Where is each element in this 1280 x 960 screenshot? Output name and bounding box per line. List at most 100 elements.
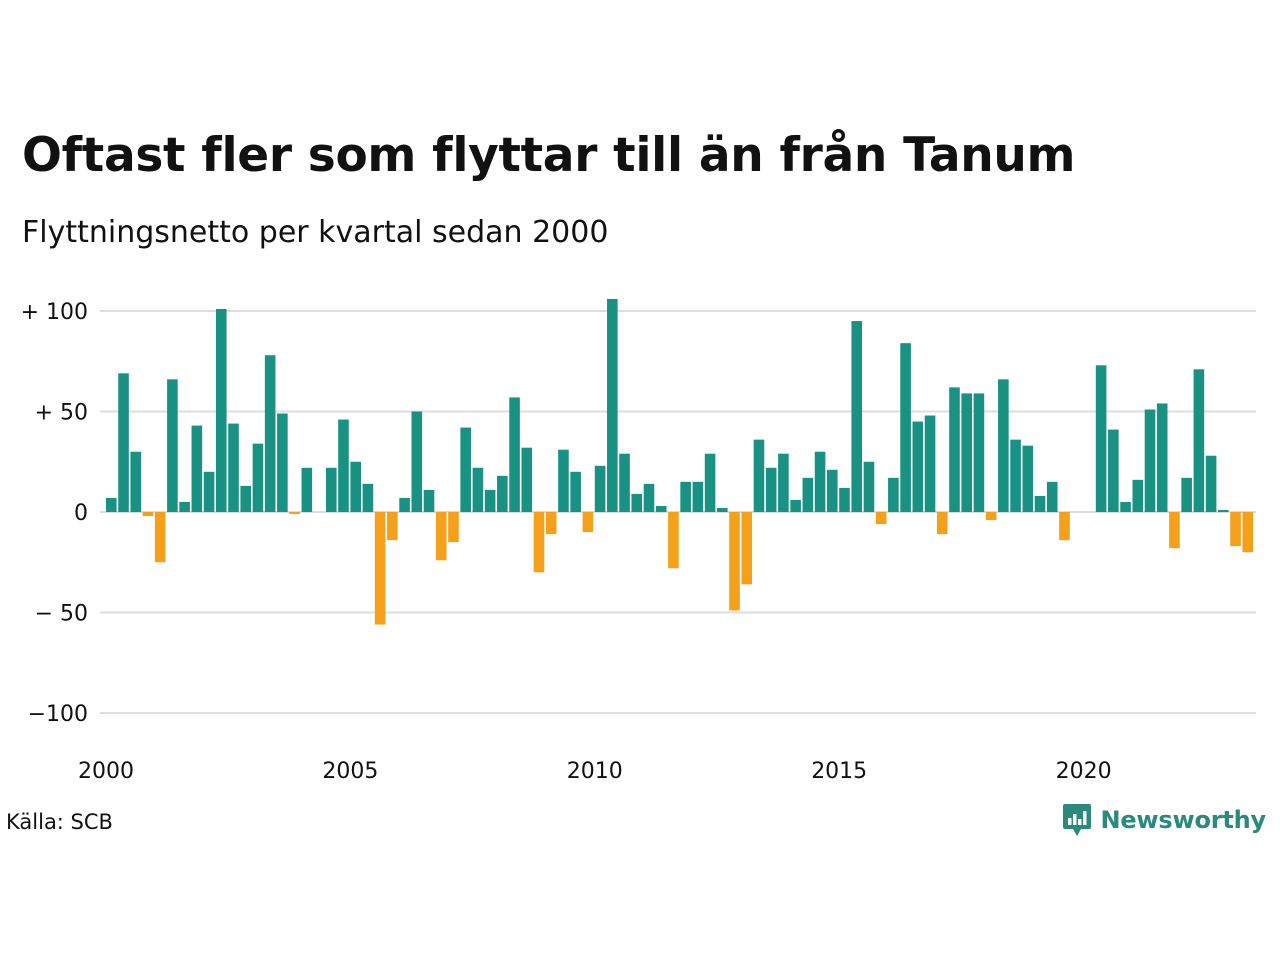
bar [533, 512, 545, 573]
bar [179, 501, 190, 512]
bar [252, 443, 264, 512]
bar [1120, 501, 1131, 512]
bar [472, 467, 484, 512]
bar [484, 489, 496, 512]
bar [301, 467, 313, 512]
bar [985, 512, 997, 521]
bar [717, 507, 728, 512]
bar [338, 419, 349, 512]
bar [692, 481, 704, 512]
bar [704, 453, 716, 512]
y-tick-label: − 50 [35, 602, 88, 627]
bar [423, 489, 435, 512]
bar [912, 421, 924, 512]
bar [778, 453, 789, 512]
bar [753, 439, 765, 512]
source-note: Källa: SCB [6, 810, 113, 834]
bar [863, 461, 875, 512]
y-axis-labels: + 100 + 50 0 − 50 −100 [21, 300, 88, 727]
bar [191, 425, 203, 512]
bar [1095, 365, 1107, 512]
bar [1193, 369, 1205, 512]
bar [228, 423, 239, 512]
bar [924, 415, 936, 512]
bar [570, 471, 581, 512]
bar [154, 512, 166, 563]
bar [1230, 512, 1241, 547]
bar [668, 512, 679, 569]
bar [900, 343, 911, 512]
bars [106, 298, 1254, 625]
bar [203, 471, 215, 512]
bar [851, 321, 863, 512]
bar [619, 453, 630, 512]
bar [582, 512, 594, 533]
bar [961, 393, 972, 512]
y-tick-label: + 50 [35, 401, 88, 426]
bar [118, 373, 129, 512]
bar [826, 469, 838, 512]
bar [875, 512, 887, 525]
bar [949, 387, 960, 512]
bar [277, 413, 288, 512]
brand-name: Newsworthy [1100, 806, 1266, 834]
bar [448, 512, 459, 543]
bar [1046, 481, 1058, 512]
bar [460, 427, 471, 512]
bar [1132, 479, 1144, 512]
bar [435, 512, 447, 561]
x-axis-labels: 2000 2005 2010 2015 2020 [78, 759, 1112, 784]
bar [509, 397, 520, 512]
bar [1242, 512, 1254, 553]
bar [289, 512, 300, 515]
y-tick-label: 0 [74, 501, 88, 526]
bar [521, 447, 533, 512]
bar [106, 497, 117, 512]
bar [998, 379, 1009, 512]
newsworthy-logo-icon [1063, 804, 1092, 836]
bar [973, 393, 985, 512]
bar [631, 493, 643, 512]
bar [802, 477, 814, 512]
bar [1218, 509, 1229, 512]
bar [643, 483, 655, 512]
bar [655, 505, 667, 512]
bar [1169, 512, 1180, 549]
bar [264, 355, 276, 512]
bar [1022, 445, 1034, 512]
x-tick-label: 2020 [1056, 759, 1112, 784]
y-tick-label: + 100 [21, 300, 88, 325]
bar [497, 475, 508, 512]
x-tick-label: 2015 [811, 759, 867, 784]
bar [558, 449, 569, 512]
bar [374, 512, 386, 625]
bar [729, 512, 740, 611]
bar [1108, 429, 1119, 512]
bar [545, 512, 557, 535]
bar [399, 497, 410, 512]
chart-title: Oftast fler som flyttar till än från Tan… [22, 128, 1076, 183]
bar [888, 477, 899, 512]
bar [1034, 495, 1046, 512]
bar [765, 467, 777, 512]
bar [1144, 409, 1156, 512]
bar [1059, 512, 1070, 541]
bar [325, 467, 337, 512]
bar [1010, 439, 1021, 512]
bar [142, 512, 154, 517]
x-tick-label: 2000 [78, 759, 134, 784]
bar [350, 461, 361, 512]
y-tick-label: −100 [28, 702, 88, 727]
bar [167, 379, 178, 512]
bar [240, 485, 252, 512]
bar-chart: + 100 + 50 0 − 50 −100 2000 2005 2010 2015 2020 [21, 298, 1256, 784]
brand-logo: Newsworthy [1062, 803, 1266, 837]
bar [936, 512, 948, 535]
x-tick-label: 2010 [567, 759, 623, 784]
bar [607, 298, 618, 512]
bar [814, 451, 826, 512]
bar [1181, 477, 1192, 512]
bar [680, 481, 691, 512]
bar [411, 411, 423, 512]
bar [215, 308, 227, 512]
